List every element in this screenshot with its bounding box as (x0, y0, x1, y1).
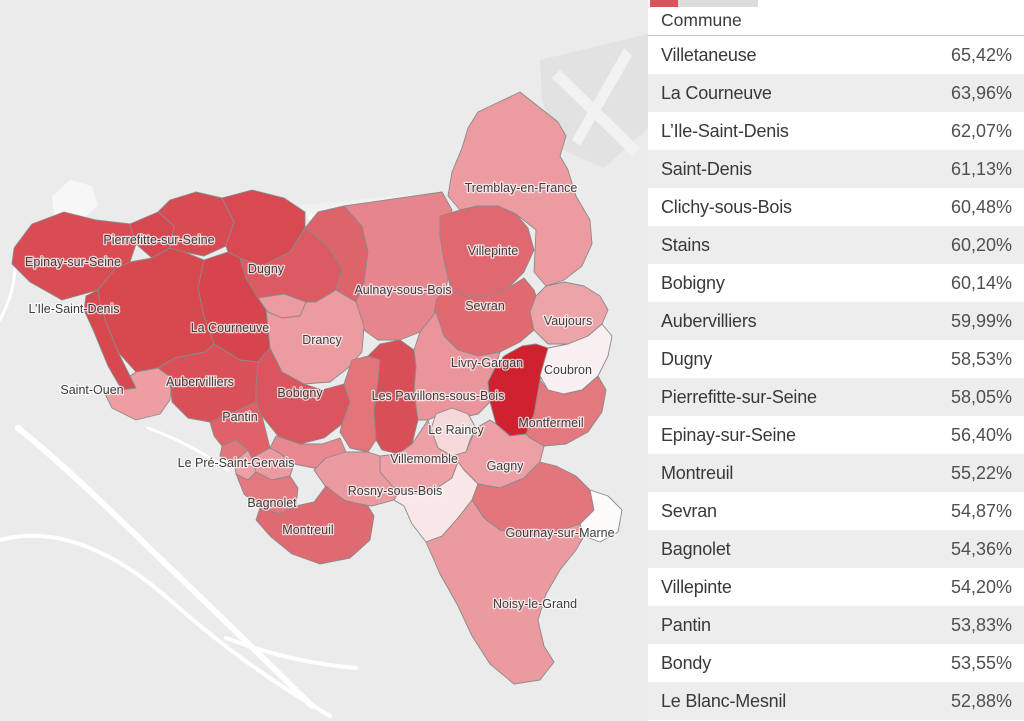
commune-shape-gournay-sur-marne[interactable] (579, 489, 623, 543)
commune-name: Bondy (661, 652, 712, 673)
commune-value: 62,07% (950, 120, 1012, 141)
commune-value: 56,40% (950, 424, 1012, 445)
commune-name: Aubervilliers (661, 310, 757, 331)
commune-shape-les-pavillons-sous-bois[interactable] (367, 339, 419, 455)
table-topbar (648, 0, 1024, 7)
commune-value: 63,96% (950, 82, 1012, 103)
table-row[interactable]: Villetaneuse 65,42% (648, 36, 1024, 74)
commune-value: 65,42% (950, 44, 1012, 65)
commune-value: 60,48% (950, 196, 1012, 217)
commune-value: 58,53% (950, 348, 1012, 369)
commune-value: 54,20% (950, 576, 1012, 597)
commune-name: La Courneuve (661, 82, 772, 103)
commune-name: Epinay-sur-Seine (661, 424, 796, 445)
commune-shape-villepinte[interactable] (439, 205, 535, 297)
commune-value: 53,55% (950, 652, 1012, 673)
table-row[interactable]: Stains 60,20% (648, 226, 1024, 264)
basemap-road (15, 425, 315, 709)
commune-value: 58,05% (950, 386, 1012, 407)
basemap-road (0, 533, 332, 718)
commune-name: L’Ile-Saint-Denis (661, 120, 789, 141)
basemap-road (224, 636, 358, 670)
commune-table: Commune Villetaneuse 65,42% La Courneuve 63… (648, 0, 1024, 721)
choropleth-map[interactable]: Epinay-sur-Seine Pierrefitte-sur-Seine Dug… (0, 0, 648, 721)
basemap-shape (572, 48, 632, 146)
table-row[interactable]: Pierrefitte-sur-Seine 58,05% (648, 378, 1024, 416)
commune-name: Clichy-sous-Bois (661, 196, 792, 217)
table-row[interactable]: Bondy 53,55% (648, 644, 1024, 682)
commune-name: Dugny (661, 348, 713, 369)
table-row[interactable]: Le Blanc-Mesnil 52,88% (648, 682, 1024, 720)
table-body: Villetaneuse 65,42% La Courneuve 63,96% L’Il… (648, 36, 1024, 720)
commune-value: 60,20% (950, 234, 1012, 255)
table-row[interactable]: Montreuil 55,22% (648, 454, 1024, 492)
table-row[interactable]: Clichy-sous-Bois 60,48% (648, 188, 1024, 226)
table-row[interactable]: Bagnolet 54,36% (648, 530, 1024, 568)
commune-value: 59,99% (950, 310, 1012, 331)
map-canvas[interactable]: Epinay-sur-SeinePierrefitte-sur-SeineDug… (0, 0, 648, 721)
commune-name: Le Blanc-Mesnil (661, 690, 787, 711)
commune-name: Bobigny (661, 272, 725, 293)
commune-value: 53,83% (950, 614, 1012, 635)
table-row[interactable]: Aubervilliers 59,99% (648, 302, 1024, 340)
commune-shape-montreuil[interactable] (255, 485, 375, 565)
commune-name: Saint-Denis (661, 158, 752, 179)
red-marker (650, 0, 678, 7)
commune-value: 54,87% (950, 500, 1012, 521)
commune-name: Pierrefitte-sur-Seine (661, 386, 817, 407)
commune-name: Villetaneuse (661, 44, 757, 65)
commune-shape-drancy[interactable] (265, 289, 365, 385)
table-row[interactable]: Saint-Denis 61,13% (648, 150, 1024, 188)
gray-marker (678, 0, 758, 7)
table-header-commune: Commune (648, 0, 1024, 36)
commune-value: 60,14% (950, 272, 1012, 293)
commune-name: Pantin (661, 614, 711, 635)
commune-name: Bagnolet (661, 538, 731, 559)
commune-value: 55,22% (950, 462, 1012, 483)
commune-name: Stains (661, 234, 710, 255)
table-row[interactable]: Pantin 53,83% (648, 606, 1024, 644)
table-row[interactable]: Sevran 54,87% (648, 492, 1024, 530)
table-row[interactable]: Villepinte 54,20% (648, 568, 1024, 606)
table-row[interactable]: L’Ile-Saint-Denis 62,07% (648, 112, 1024, 150)
commune-name: Villepinte (661, 576, 732, 597)
basemap-road (146, 426, 230, 472)
commune-shape-noisy-le-grand[interactable] (425, 499, 585, 685)
commune-name: Sevran (661, 500, 717, 521)
table-row[interactable]: La Courneuve 63,96% (648, 74, 1024, 112)
table-row[interactable]: Epinay-sur-Seine 56,40% (648, 416, 1024, 454)
table-row[interactable]: Dugny 58,53% (648, 340, 1024, 378)
commune-name: Montreuil (661, 462, 734, 483)
commune-value: 61,13% (950, 158, 1012, 179)
commune-value: 54,36% (950, 538, 1012, 559)
table-row[interactable]: Bobigny 60,14% (648, 264, 1024, 302)
commune-shape-saint-ouen[interactable] (103, 367, 173, 421)
commune-shape-bagnolet[interactable] (235, 471, 299, 515)
commune-value: 52,88% (950, 690, 1012, 711)
